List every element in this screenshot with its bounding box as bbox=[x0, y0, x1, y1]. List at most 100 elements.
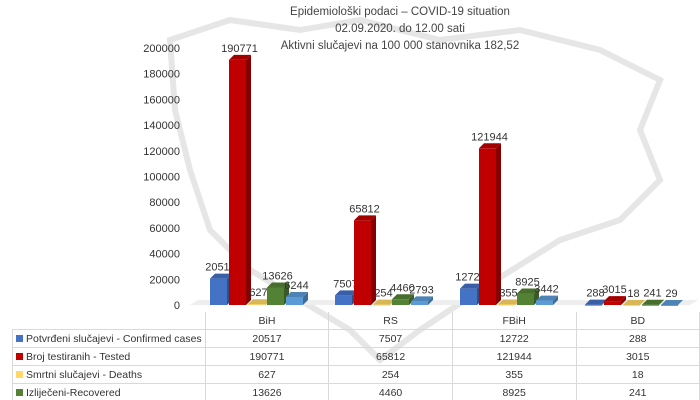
bar-top bbox=[411, 296, 433, 302]
bar bbox=[642, 304, 659, 306]
y-tick-label: 140000 bbox=[143, 120, 180, 132]
bar bbox=[498, 304, 515, 306]
table-cell: 13626 bbox=[204, 383, 330, 400]
bar-top bbox=[623, 299, 645, 305]
bar bbox=[479, 148, 496, 305]
bar-top bbox=[460, 283, 482, 289]
category-label: RS bbox=[328, 312, 453, 330]
bar-top bbox=[392, 294, 414, 300]
table-cell: 190771 bbox=[204, 347, 330, 366]
table-row: Potvrđeni slučajevi - Confirmed cases 205… bbox=[12, 329, 700, 348]
bar-side bbox=[303, 291, 308, 305]
bar bbox=[210, 278, 227, 305]
table-row: Smrtni slučajevi - Deaths 627 254 355 18 bbox=[12, 365, 700, 384]
data-label: 2793 bbox=[409, 284, 433, 296]
title-line-1: Epidemiološki podaci – COVID-19 situatio… bbox=[290, 6, 510, 18]
bar-top bbox=[248, 299, 270, 305]
table-cell: 288 bbox=[575, 329, 700, 348]
y-tick-label: 100000 bbox=[143, 172, 180, 184]
table-cell: 121944 bbox=[451, 347, 577, 366]
y-tick-label: 40000 bbox=[149, 249, 180, 261]
bar bbox=[536, 300, 553, 305]
table-cell: 18 bbox=[575, 365, 700, 384]
table-cell: 355 bbox=[451, 365, 577, 384]
bar-side bbox=[640, 299, 645, 305]
data-label: 18 bbox=[627, 288, 639, 300]
bar-top bbox=[479, 143, 501, 149]
table-cell: 7507 bbox=[328, 329, 453, 348]
y-tick-label: 60000 bbox=[149, 223, 180, 235]
data-label: 241 bbox=[643, 288, 661, 300]
legend-entry: Izliječeni-Recovered bbox=[12, 383, 206, 400]
data-label: 190771 bbox=[221, 43, 258, 55]
bar bbox=[517, 293, 534, 305]
bar bbox=[661, 304, 678, 306]
bar bbox=[392, 299, 409, 305]
legend-entry: Smrtni slučajevi - Deaths bbox=[12, 365, 206, 384]
table-cell: 627 bbox=[204, 365, 330, 384]
y-tick-label: 180000 bbox=[143, 69, 180, 81]
bar-side bbox=[428, 296, 433, 305]
bar bbox=[604, 301, 621, 305]
data-label: 65812 bbox=[349, 203, 380, 215]
bar-top bbox=[373, 299, 395, 305]
data-label: 627 bbox=[249, 287, 267, 299]
bar-top bbox=[229, 54, 251, 60]
data-label: 13626 bbox=[262, 270, 293, 282]
bar bbox=[623, 304, 640, 306]
table-cell: 254 bbox=[328, 365, 453, 384]
table-corner bbox=[13, 312, 206, 330]
bar-side bbox=[371, 215, 376, 305]
bar-side bbox=[246, 54, 251, 305]
bar-side bbox=[659, 299, 664, 305]
bar-top bbox=[335, 290, 357, 296]
legend-swatch bbox=[16, 388, 23, 396]
data-label: 121944 bbox=[471, 131, 508, 143]
data-label: 8925 bbox=[515, 277, 539, 289]
bar bbox=[229, 59, 246, 305]
bar bbox=[411, 301, 428, 305]
bar-top bbox=[517, 288, 539, 294]
table-row: Izliječeni-Recovered 13626 4460 8925 241 bbox=[12, 383, 700, 400]
bar-top bbox=[498, 299, 520, 305]
category-label: FBiH bbox=[451, 312, 577, 330]
bar-top bbox=[536, 295, 558, 301]
bar-top bbox=[661, 299, 683, 305]
legend-swatch bbox=[16, 370, 23, 378]
bar bbox=[248, 304, 265, 306]
y-tick-label: 20000 bbox=[149, 274, 180, 286]
bar-side bbox=[621, 296, 626, 305]
legend-label: Izliječeni-Recovered bbox=[26, 386, 121, 399]
legend-entry: Potvrđeni slučajevi - Confirmed cases bbox=[12, 329, 206, 348]
data-label: 3442 bbox=[534, 284, 558, 296]
bar-top bbox=[642, 299, 664, 305]
table-cell: 12722 bbox=[451, 329, 577, 348]
y-tick-label: 200000 bbox=[143, 43, 180, 55]
data-label: 7507 bbox=[333, 278, 357, 290]
legend-label: Broj testiranih - Tested bbox=[26, 350, 131, 363]
table-cell: 4460 bbox=[328, 383, 453, 400]
bar-side bbox=[678, 299, 683, 305]
bar-top bbox=[210, 273, 232, 279]
table-cell: 20517 bbox=[204, 329, 330, 348]
bar-top bbox=[585, 299, 607, 305]
data-label: 20517 bbox=[205, 262, 236, 274]
title-line-3: Aktivni slučajevi na 100 000 stanovnika … bbox=[280, 40, 520, 52]
bar-top bbox=[286, 291, 308, 297]
data-label: 29 bbox=[665, 288, 677, 300]
bar-top bbox=[354, 215, 376, 221]
data-label: 12722 bbox=[455, 272, 486, 284]
data-label: 254 bbox=[374, 288, 392, 300]
table-row: Broj testiranih - Tested 190771 65812 12194… bbox=[12, 347, 700, 366]
bar bbox=[373, 304, 390, 306]
chart-floor bbox=[190, 300, 698, 305]
y-tick-label: 120000 bbox=[143, 146, 180, 158]
bar-top bbox=[604, 296, 626, 302]
category-label: BiH bbox=[204, 312, 330, 330]
bar-side bbox=[409, 294, 414, 305]
y-tick-label: 80000 bbox=[149, 197, 180, 209]
legend-label: Smrtni slučajevi - Deaths bbox=[26, 368, 143, 381]
data-label: 6244 bbox=[284, 280, 308, 292]
table-header-row: BiH RS FBiH BD bbox=[13, 312, 700, 330]
